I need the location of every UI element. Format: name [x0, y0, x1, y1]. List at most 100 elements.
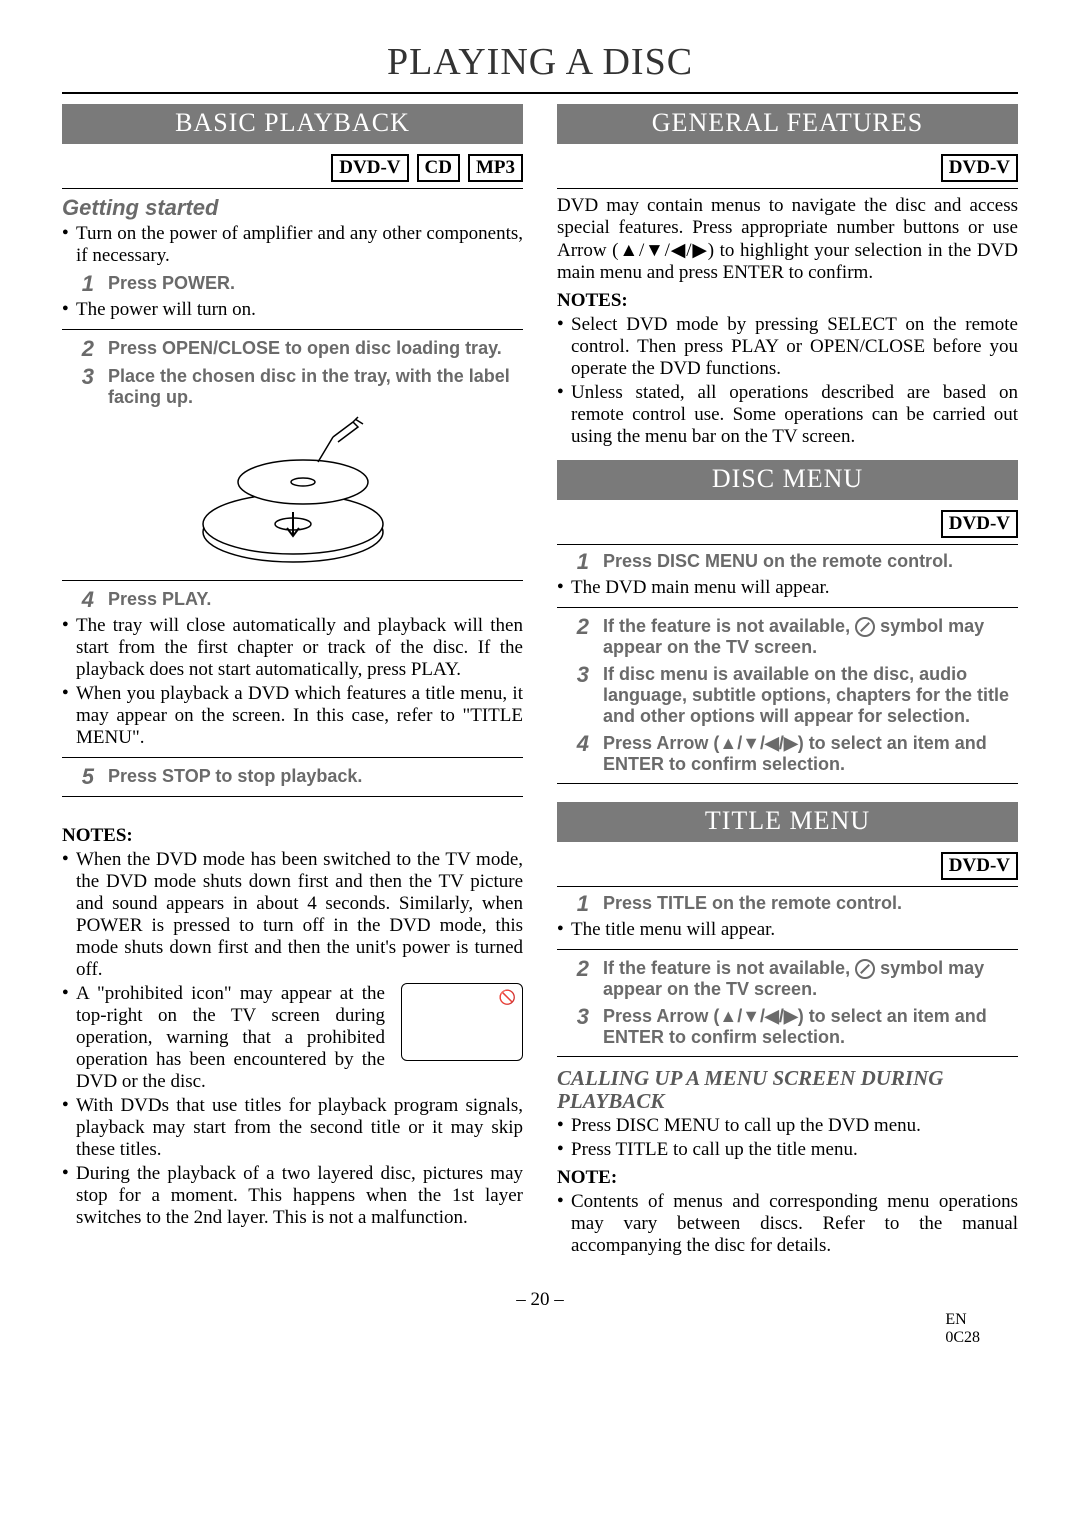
step-num-3: 3	[78, 366, 94, 388]
title-num-1: 1	[573, 893, 589, 915]
badge-rule	[62, 188, 523, 189]
general-notes-label: NOTES:	[557, 290, 1018, 312]
note-1: When the DVD mode has been switched to t…	[62, 849, 523, 981]
step-num-2: 2	[78, 338, 94, 360]
step-4-body-1: The tray will close automatically and pl…	[62, 615, 523, 681]
general-body: DVD may contain menus to navigate the di…	[557, 195, 1018, 284]
disc-tray-illustration	[183, 412, 403, 572]
disc-num-2: 2	[573, 616, 589, 638]
general-features-header: GENERAL FEATURES	[557, 104, 1018, 144]
disc-step-4-text: Press Arrow (▲/▼/◀/▶) to select an item …	[603, 733, 1018, 775]
title-step-2: 2 If the feature is not available, symbo…	[573, 958, 1018, 1000]
footer: – 20 – EN 0C28	[40, 1289, 1040, 1311]
title-rule-end	[557, 1056, 1018, 1057]
step-1-body-text: The power will turn on.	[62, 299, 523, 321]
title-badge-rule	[557, 886, 1018, 887]
note-4: During the playback of a two layered dis…	[62, 1163, 523, 1229]
left-notes-label: NOTES:	[62, 825, 523, 847]
step-4-body: The tray will close automatically and pl…	[62, 615, 523, 749]
content-columns: BASIC PLAYBACK DVD-V CD MP3 Getting star…	[40, 104, 1040, 1259]
calling-heading: CALLING UP A MENU SCREEN DURING PLAYBACK	[557, 1067, 1018, 1113]
step-5-text: Press STOP to stop playback.	[108, 766, 523, 787]
page-number: – 20 –	[40, 1289, 1040, 1311]
disc-step-3: 3 If disc menu is available on the disc,…	[573, 664, 1018, 727]
calling-b2: Press TITLE to call up the title menu.	[557, 1139, 1018, 1161]
badge-mp3: MP3	[468, 154, 523, 182]
title-step-1-body: The title menu will appear.	[557, 919, 1018, 941]
badge-cd: CD	[417, 154, 460, 182]
calling-note: Contents of menus and corresponding menu…	[557, 1191, 1018, 1257]
title-num-3: 3	[573, 1006, 589, 1028]
disc-menu-header: DISC MENU	[557, 460, 1018, 500]
disc-step-3-text: If disc menu is available on the disc, a…	[603, 664, 1018, 727]
rule-before-5	[62, 757, 523, 758]
intro-bullet: Turn on the power of amplifier and any o…	[62, 223, 523, 267]
title-step-3: 3 Press Arrow (▲/▼/◀/▶) to select an ite…	[573, 1006, 1018, 1048]
title-step-2a: If the feature is not available,	[603, 958, 855, 978]
step-1: 1 Press POWER.	[78, 273, 523, 295]
title-step-3-text: Press Arrow (▲/▼/◀/▶) to select an item …	[603, 1006, 1018, 1048]
getting-started-intro: Turn on the power of amplifier and any o…	[62, 223, 523, 267]
disc-step-1: 1 Press DISC MENU on the remote control.	[573, 551, 1018, 573]
badge-dvd-v-gen: DVD-V	[941, 154, 1018, 182]
page-title: PLAYING A DISC	[40, 40, 1040, 84]
right-column: GENERAL FEATURES DVD-V DVD may contain m…	[557, 104, 1018, 1259]
footer-code: 0C28	[945, 1329, 980, 1346]
title-num-2: 2	[573, 958, 589, 980]
rule-after-1	[62, 329, 523, 330]
prohibited-icon: 🚫	[499, 990, 516, 1007]
step-num-1: 1	[78, 273, 94, 295]
general-badges: DVD-V	[557, 154, 1018, 182]
footer-right: EN 0C28	[945, 1311, 980, 1347]
note-2-text: A "prohibited icon" may appear at the to…	[76, 983, 385, 1093]
disc-rule-1	[557, 607, 1018, 608]
title-menu-badges: DVD-V	[557, 852, 1018, 880]
prohibit-icon	[855, 617, 875, 637]
rule-before-4	[62, 580, 523, 581]
title-step-1: 1 Press TITLE on the remote control.	[573, 893, 1018, 915]
gen-note-2: Unless stated, all operations described …	[557, 382, 1018, 448]
prohibited-box: 🚫	[401, 983, 523, 1061]
calling-bullets: Press DISC MENU to call up the DVD menu.…	[557, 1115, 1018, 1161]
disc-num-4: 4	[573, 733, 589, 755]
gen-badge-rule	[557, 188, 1018, 189]
step-4: 4 Press PLAY.	[78, 589, 523, 611]
step-2: 2 Press OPEN/CLOSE to open disc loading …	[78, 338, 523, 360]
badge-dvd-v-disc: DVD-V	[941, 510, 1018, 538]
disc-step-1-body: The DVD main menu will appear.	[557, 577, 1018, 599]
disc-num-1: 1	[573, 551, 589, 573]
general-notes: Select DVD mode by pressing SELECT on th…	[557, 314, 1018, 448]
step-5: 5 Press STOP to stop playback.	[78, 766, 523, 788]
step-1-text: Press POWER.	[108, 273, 523, 294]
calling-note-label: NOTE:	[557, 1167, 1018, 1189]
prohibit-icon-2	[855, 959, 875, 979]
disc-step-2a: If the feature is not available,	[603, 616, 855, 636]
disc-menu-badges: DVD-V	[557, 510, 1018, 538]
note-3: With DVDs that use titles for playback p…	[62, 1095, 523, 1161]
rule-after-5	[62, 796, 523, 797]
disc-step-2-text: If the feature is not available, symbol …	[603, 616, 1018, 658]
disc-step-1-text: Press DISC MENU on the remote control.	[603, 551, 1018, 572]
step-1-body: The power will turn on.	[62, 299, 523, 321]
note-2: A "prohibited icon" may appear at the to…	[62, 983, 523, 1093]
getting-started-label: Getting started	[62, 195, 523, 221]
title-rule-1	[557, 949, 1018, 950]
left-notes-list: When the DVD mode has been switched to t…	[62, 849, 523, 1229]
step-2-text: Press OPEN/CLOSE to open disc loading tr…	[108, 338, 523, 359]
left-column: BASIC PLAYBACK DVD-V CD MP3 Getting star…	[62, 104, 523, 1259]
badge-dvd-v-title: DVD-V	[941, 852, 1018, 880]
disc-step-1-body-text: The DVD main menu will appear.	[557, 577, 1018, 599]
disc-step-4: 4 Press Arrow (▲/▼/◀/▶) to select an ite…	[573, 733, 1018, 775]
disc-badge-rule	[557, 544, 1018, 545]
title-menu-header: TITLE MENU	[557, 802, 1018, 842]
step-num-5: 5	[78, 766, 94, 788]
title-step-1-text: Press TITLE on the remote control.	[603, 893, 1018, 914]
calling-b1: Press DISC MENU to call up the DVD menu.	[557, 1115, 1018, 1137]
basic-playback-badges: DVD-V CD MP3	[62, 154, 523, 182]
disc-num-3: 3	[573, 664, 589, 686]
title-step-1-body-text: The title menu will appear.	[557, 919, 1018, 941]
disc-rule-end	[557, 783, 1018, 784]
step-4-text: Press PLAY.	[108, 589, 523, 610]
title-step-2-text: If the feature is not available, symbol …	[603, 958, 1018, 1000]
basic-playback-header: BASIC PLAYBACK	[62, 104, 523, 144]
